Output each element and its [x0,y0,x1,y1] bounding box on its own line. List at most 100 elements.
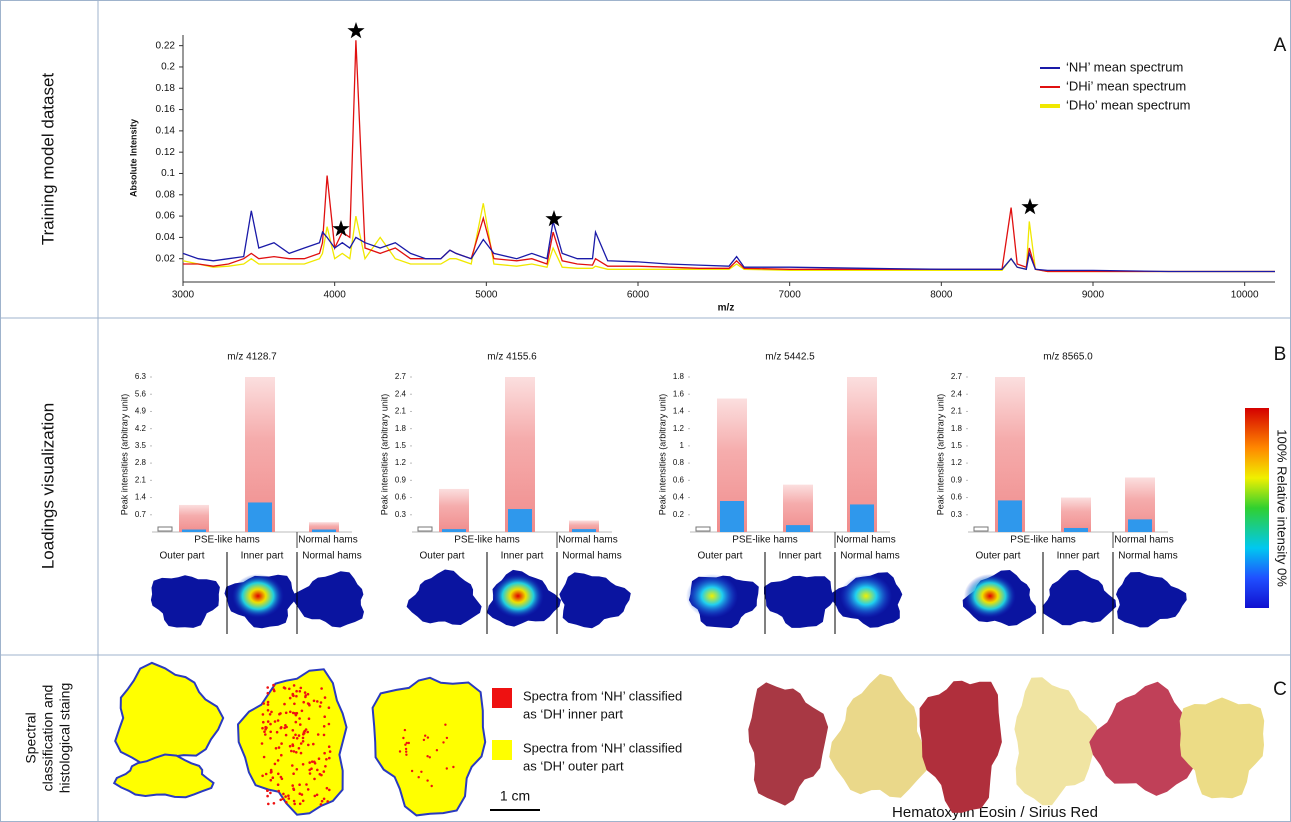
caption: Hematoxylin Eosin / Sirius Red [892,804,1098,821]
y-tick-label: 0.12 [156,147,176,158]
y-tick-label: 1.2 [673,424,685,433]
classified-point [294,734,297,737]
x-tick-label: 3000 [172,290,195,301]
classified-point [269,713,272,716]
legend-swatch [492,740,512,760]
classified-point [318,757,321,760]
classified-point [431,785,433,787]
tissue-map [1042,570,1116,625]
y-tick-label: 1.5 [951,441,963,450]
classified-point [328,723,331,726]
classified-point [308,769,311,772]
classified-point [263,756,266,759]
chart-title: m/z 5442.5 [765,352,815,363]
classified-point [298,783,301,786]
classified-point [316,700,319,703]
tissue-map [1116,572,1187,627]
classified-point [442,741,444,743]
classified-point [405,748,407,750]
y-tick-label: 2.1 [135,475,147,484]
classified-point [261,775,264,778]
tissue-map [764,576,834,628]
chart-title: m/z 4128.7 [227,352,277,363]
classified-point [262,713,265,716]
classified-point [285,734,288,737]
classified-point [328,706,331,709]
classified-point [320,701,323,704]
classified-point [280,754,283,757]
image-label: Normal hams [562,551,621,562]
scatter-range [179,505,209,532]
classified-point [405,754,407,756]
classified-point [317,733,320,736]
classified-point [269,737,272,740]
classified-point [261,742,264,745]
figure: 100% Relative intensity 0% A B C 1 cm He… [0,0,1291,822]
classified-point [424,735,426,737]
classified-point [426,779,428,781]
classified-point [325,758,328,761]
intensity-spot [492,574,544,618]
box-decoration [696,527,710,531]
chart-title: m/z 8565.0 [1043,352,1093,363]
classified-point [302,740,305,743]
tissue-map [407,570,482,626]
legend-label: ‘DHo’ mean spectrum [1066,97,1191,112]
classified-point [282,798,285,801]
classified-point [418,776,420,778]
y-axis-label: Peak intensities (arbitrary unit) [657,394,667,516]
classified-point [289,711,292,714]
classified-point [275,747,278,750]
classified-point [308,717,311,720]
classified-point [270,769,273,772]
colorbar-label: 100% Relative intensity 0% [1275,429,1290,587]
classified-point [289,697,292,700]
classified-point [323,752,326,755]
x-tick-label: 4000 [324,290,347,301]
classified-point [277,759,280,762]
y-tick-label: 2.7 [395,372,407,381]
row-label: histological staing [57,683,73,794]
classified-point [277,773,280,776]
y-tick-label: 0.1 [161,168,175,179]
classified-point [269,792,272,795]
histology-section [1089,682,1193,796]
intensity-spot [232,574,284,618]
scatter-range [439,489,469,532]
classified-point [301,710,304,713]
group-label: Normal hams [1114,535,1173,546]
classified-point [308,761,311,764]
star [1021,198,1038,214]
classified-point [280,742,283,745]
classified-point [312,743,315,746]
classified-point [305,728,308,731]
classified-point [292,736,295,739]
classified-tissue [115,663,223,768]
bar [442,529,466,532]
y-tick-label: 0.2 [673,510,685,519]
classified-point [262,721,265,724]
classified-point [283,727,286,730]
scatter-range [1061,498,1091,532]
classified-point [284,724,287,727]
classified-point [298,747,301,750]
classified-point [316,769,319,772]
classified-point [274,720,277,723]
classified-point [296,737,299,740]
classified-point [399,750,401,752]
bar [182,530,206,532]
y-tick-label: 0.6 [673,475,685,484]
classified-point [291,784,294,787]
classified-point [292,694,295,697]
group-label: Normal hams [558,535,617,546]
y-tick-label: 0.7 [135,510,147,519]
classified-point [295,721,298,724]
y-tick-label: 0.6 [395,493,407,502]
classified-point [264,726,267,729]
classified-point [267,720,270,723]
y-tick-label: 4.2 [135,424,147,433]
y-tick-label: 2.7 [951,372,963,381]
y-tick-label: 4.9 [135,407,147,416]
classified-point [293,703,296,706]
y-tick-label: 0.08 [156,189,176,200]
